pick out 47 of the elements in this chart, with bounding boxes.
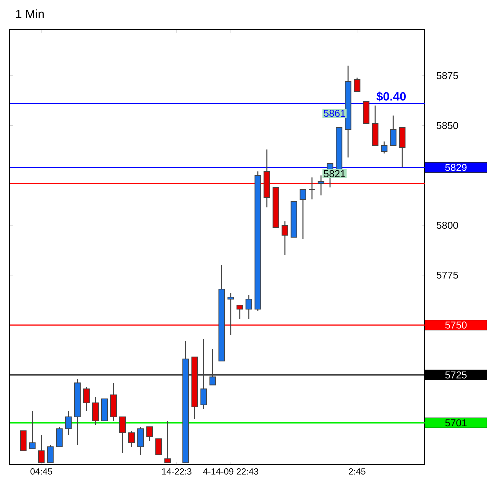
candlestick	[128, 430, 136, 448]
candlestick	[110, 382, 118, 422]
candlestick	[318, 175, 325, 196]
candlestick	[246, 294, 252, 320]
x-tick-label: 4-14-09 22:43	[203, 468, 259, 475]
candlestick	[363, 101, 370, 124]
candlestick	[308, 177, 316, 200]
ref-line-label: 5750	[446, 322, 467, 329]
candlestick	[236, 304, 244, 320]
candlestick	[65, 410, 72, 436]
candlestick	[282, 221, 288, 256]
candlestick	[390, 115, 397, 146]
candlestick	[83, 386, 90, 412]
candlestick	[56, 426, 63, 448]
x-tick-label: 04:45	[30, 468, 52, 475]
candlestick	[29, 410, 36, 450]
candlestick	[399, 127, 406, 168]
candlestick	[38, 434, 45, 464]
ref-line-label: 5701	[446, 420, 467, 427]
candlestick	[156, 438, 162, 456]
candlestick	[300, 189, 306, 240]
annotation: 5821	[324, 170, 346, 178]
candlestick	[138, 426, 144, 456]
candlestick	[228, 292, 234, 336]
y-tick-label: 5775	[436, 272, 458, 279]
candlestick	[354, 77, 361, 92]
candlestick	[200, 338, 208, 410]
annotation: 5861	[324, 110, 346, 118]
candlestick	[164, 420, 172, 464]
candlestick	[101, 398, 108, 422]
candlestick	[146, 426, 154, 442]
y-tick-label: 5800	[436, 222, 458, 230]
annotation: $0.40	[376, 92, 406, 102]
x-tick-label: 14-22:3	[162, 468, 192, 475]
candlestick	[381, 141, 388, 154]
candlestick	[210, 348, 216, 386]
x-tick-label: 2:45	[349, 468, 366, 475]
ref-line-label: 5829	[446, 164, 467, 172]
y-tick-label: 5875	[436, 72, 458, 80]
y-tick-label: 5850	[436, 122, 458, 130]
candlestick	[47, 444, 54, 464]
candlestick	[92, 396, 99, 426]
ref-line-label: 5725	[446, 372, 467, 379]
candlestick	[20, 430, 27, 452]
chart-title: 1 Min	[16, 10, 44, 18]
candlestick	[372, 105, 379, 146]
candlestick	[119, 416, 126, 454]
